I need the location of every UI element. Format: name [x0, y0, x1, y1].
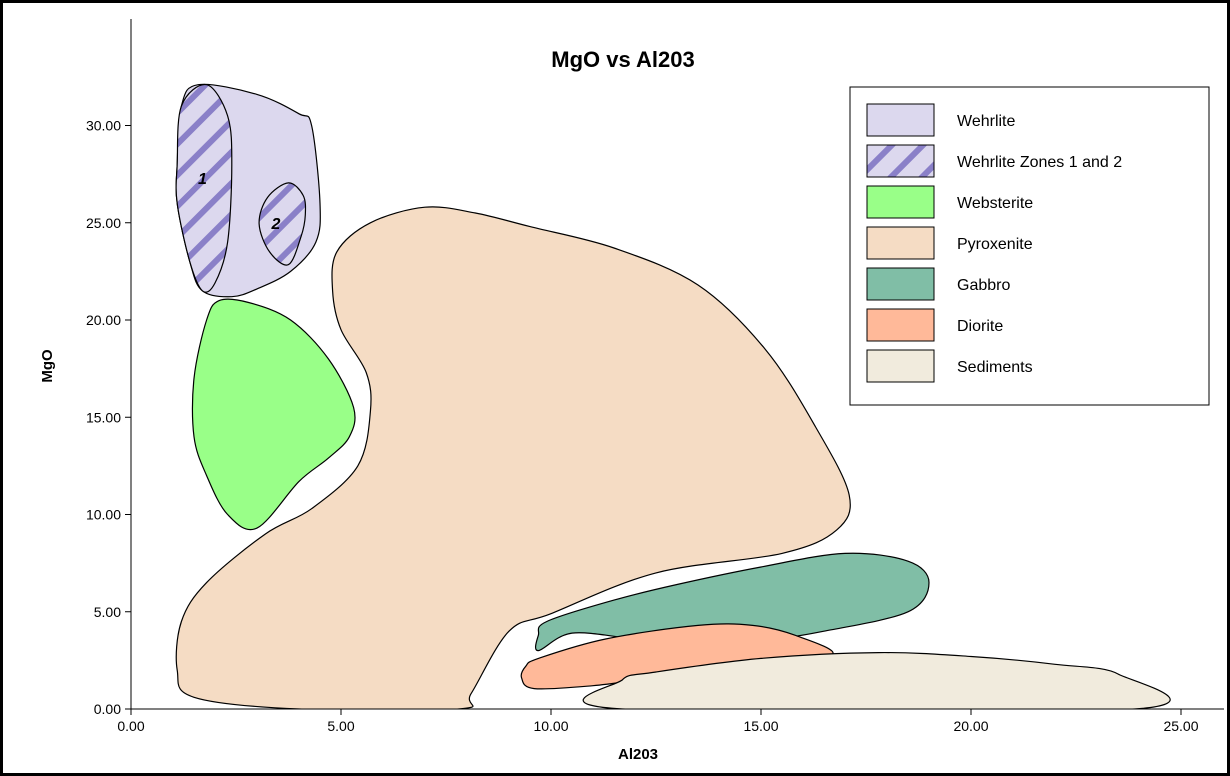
fields-layer: [175, 83, 1171, 709]
y-tick-label-0: 0.00: [94, 701, 121, 717]
x-tick-label-3: 15.00: [743, 718, 778, 734]
field-gabbro-5: [534, 552, 930, 652]
legend-swatch-sediments: [866, 349, 935, 383]
chart-title: MgO vs Al203: [551, 47, 694, 72]
x-axis-title: Al203: [618, 746, 658, 763]
legend-label-sediments: Sediments: [957, 359, 1033, 376]
y-tick-label-2: 10.00: [86, 507, 121, 523]
x-tick-label-0: 0.00: [117, 718, 144, 734]
legend-label-wehrlite: Wehrlite: [957, 113, 1015, 130]
field-pyroxenite-0: [175, 206, 851, 709]
x-tick-label-1: 5.00: [327, 718, 354, 734]
legend-label-pyroxenite: Pyroxenite: [957, 236, 1033, 253]
field-websterite-1: [191, 298, 356, 531]
x-tick-label-5: 25.00: [1163, 718, 1198, 734]
annotations-layer: 12: [198, 171, 281, 233]
x-tick-label-4: 20.00: [953, 718, 988, 734]
legend-swatch-diorite: [866, 308, 935, 342]
legend-swatch-pyroxenite: [866, 226, 935, 260]
y-axis-title: MgO: [39, 349, 56, 383]
y-tick-label-6: 30.00: [86, 118, 121, 134]
axes: 0.00 5.00 10.00 15.00 20.00 25.00 0.00 5.00 10.0…: [86, 19, 1224, 734]
legend-label-diorite: Diorite: [957, 318, 1003, 335]
legend-label-websterite: Websterite: [957, 195, 1033, 212]
legend-swatch-websterite: [866, 185, 935, 219]
y-tick-label-5: 25.00: [86, 215, 121, 231]
legend-swatch-wehrlite-zones-1-and-2: [866, 144, 935, 178]
zone-label-2: 2: [270, 216, 280, 233]
legend-swatch-gabbro: [866, 267, 935, 301]
legend-swatch-wehrlite: [866, 103, 935, 137]
y-tick-label-1: 5.00: [94, 604, 121, 620]
legend-label-gabbro: Gabbro: [957, 277, 1010, 294]
y-tick-label-4: 20.00: [86, 312, 121, 328]
field-sediments-7: [582, 651, 1171, 709]
legend-label-wehrlite-zones-1-and-2: Wehrlite Zones 1 and 2: [957, 154, 1122, 171]
legend: Wehrlite Wehrlite Zones 1 and 2 Websterite…: [849, 86, 1210, 406]
y-tick-label-3: 15.00: [86, 409, 121, 425]
chart-svg: 12 0.00 5.00 10.00 15.00 20.00 25.000.005.001…: [39, 19, 1224, 763]
field-wehrlite-zones-1-and-2-3: [175, 83, 233, 293]
x-tick-label-2: 10.00: [533, 718, 568, 734]
zone-label-1: 1: [198, 171, 207, 188]
field-wehrlite-zones-1-and-2-4: [258, 182, 307, 266]
